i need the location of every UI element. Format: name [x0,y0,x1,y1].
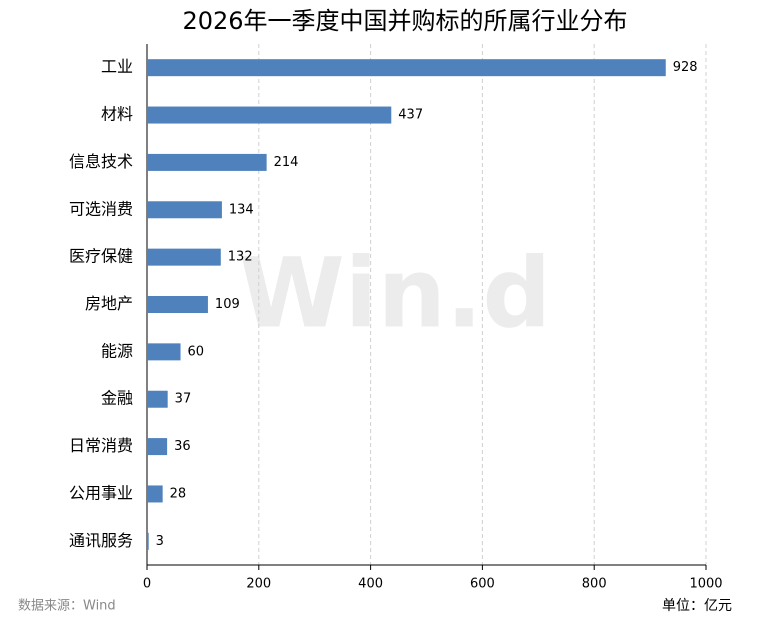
chart-title: 2026年一季度中国并购标的所属行业分布 [182,7,627,35]
bar [147,153,267,171]
x-tick-label: 800 [582,577,607,592]
bar [147,390,168,408]
y-tick-label: 房地产 [85,294,133,313]
value-label: 36 [174,439,191,454]
bar [147,438,168,456]
y-tick-label: 工业 [101,57,133,76]
value-label: 3 [156,534,164,549]
x-tick-label: 400 [358,577,383,592]
x-tick-label: 600 [470,577,495,592]
bar [147,485,163,503]
y-tick-label: 能源 [101,341,133,360]
x-tick-label: 1000 [689,577,722,592]
value-label: 28 [170,486,187,501]
bar [147,296,208,313]
y-tick-label: 医疗保健 [69,247,133,266]
value-label: 214 [274,155,299,170]
bar [147,532,149,550]
y-tick-label: 通讯服务 [69,531,133,550]
bar [147,106,392,124]
value-label: 132 [228,250,253,265]
bar [147,343,181,361]
y-tick-label: 金融 [101,389,133,408]
y-tick-label: 信息技术 [69,152,133,171]
value-label: 60 [188,344,205,359]
source: 数据来源：Wind [18,599,116,614]
value-label: 109 [215,297,240,312]
x-tick-label: 200 [246,577,271,592]
bar [147,201,222,219]
bar [147,59,666,77]
bar [147,248,221,266]
x-tick-label: 0 [143,577,151,592]
y-tick-label: 可选消费 [69,199,133,218]
watermark: Win.d [239,237,551,349]
value-label: 437 [398,108,423,123]
unit: 单位：亿元 [662,598,732,614]
value-label: 928 [673,60,698,75]
y-tick-label: 公用事业 [69,483,133,502]
y-tick-label: 材料 [101,105,133,124]
y-tick-label: 日常消费 [69,436,133,455]
value-label: 134 [229,202,254,217]
value-label: 37 [175,392,192,407]
